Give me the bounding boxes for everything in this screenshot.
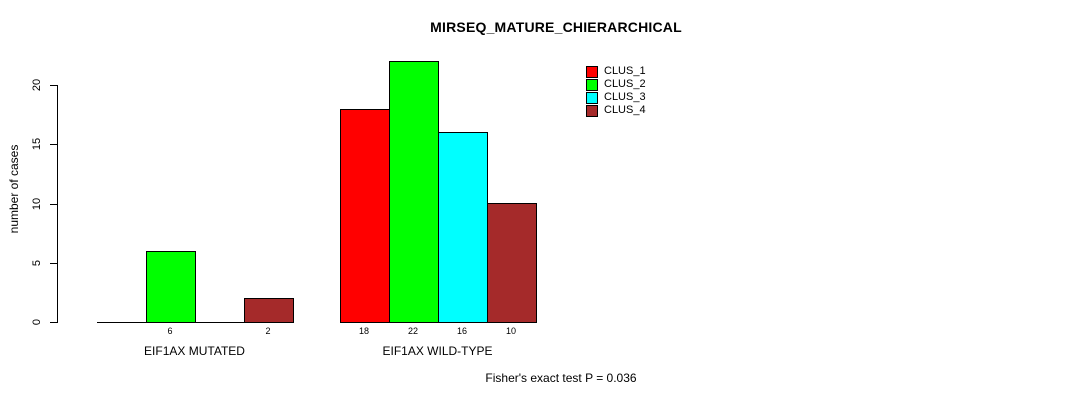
y-axis-label: number of cases xyxy=(7,144,21,234)
y-tick xyxy=(50,144,57,145)
legend-swatch xyxy=(586,65,598,78)
legend-item: CLUS_4 xyxy=(586,104,646,117)
y-tick xyxy=(50,263,57,264)
y-tick xyxy=(50,322,57,323)
legend-swatch xyxy=(586,78,598,91)
y-tick-label: 10 xyxy=(31,197,43,211)
bar xyxy=(388,61,439,323)
chart-title: MIRSEQ_MATURE_CHIERARCHICAL xyxy=(430,19,682,35)
legend-item: CLUS_1 xyxy=(586,65,646,78)
annotation-text: Fisher's exact test P = 0.036 xyxy=(485,371,637,385)
bar xyxy=(145,251,196,323)
bar-value-label: 2 xyxy=(265,326,271,336)
bar-value-label: 22 xyxy=(407,326,418,336)
y-tick xyxy=(50,85,57,86)
bar xyxy=(339,109,390,323)
y-tick-label: 15 xyxy=(31,137,43,151)
y-axis-line xyxy=(57,85,58,323)
bar-value-label: 6 xyxy=(167,326,173,336)
legend-label: CLUS_4 xyxy=(604,104,646,116)
bar xyxy=(243,298,294,323)
legend-label: CLUS_3 xyxy=(604,91,646,103)
bar xyxy=(437,132,488,323)
y-tick-label: 20 xyxy=(31,78,43,92)
y-tick xyxy=(50,204,57,205)
legend-item: CLUS_3 xyxy=(586,91,646,104)
y-tick-label: 5 xyxy=(31,259,43,267)
legend-swatch xyxy=(586,104,598,117)
group-label: EIF1AX MUTATED xyxy=(144,344,245,358)
bar-value-label: 16 xyxy=(456,326,467,336)
bar-value-label: 18 xyxy=(358,326,369,336)
bar xyxy=(486,203,537,323)
group-label: EIF1AX WILD-TYPE xyxy=(382,344,493,358)
legend-swatch xyxy=(586,91,598,104)
y-tick-label: 0 xyxy=(31,318,43,326)
legend-item: CLUS_2 xyxy=(586,78,646,91)
bar-value-label: 10 xyxy=(505,326,516,336)
legend-label: CLUS_2 xyxy=(604,78,646,90)
legend-label: CLUS_1 xyxy=(604,65,646,77)
legend: CLUS_1 CLUS_2 CLUS_3 CLUS_4 xyxy=(586,65,646,117)
